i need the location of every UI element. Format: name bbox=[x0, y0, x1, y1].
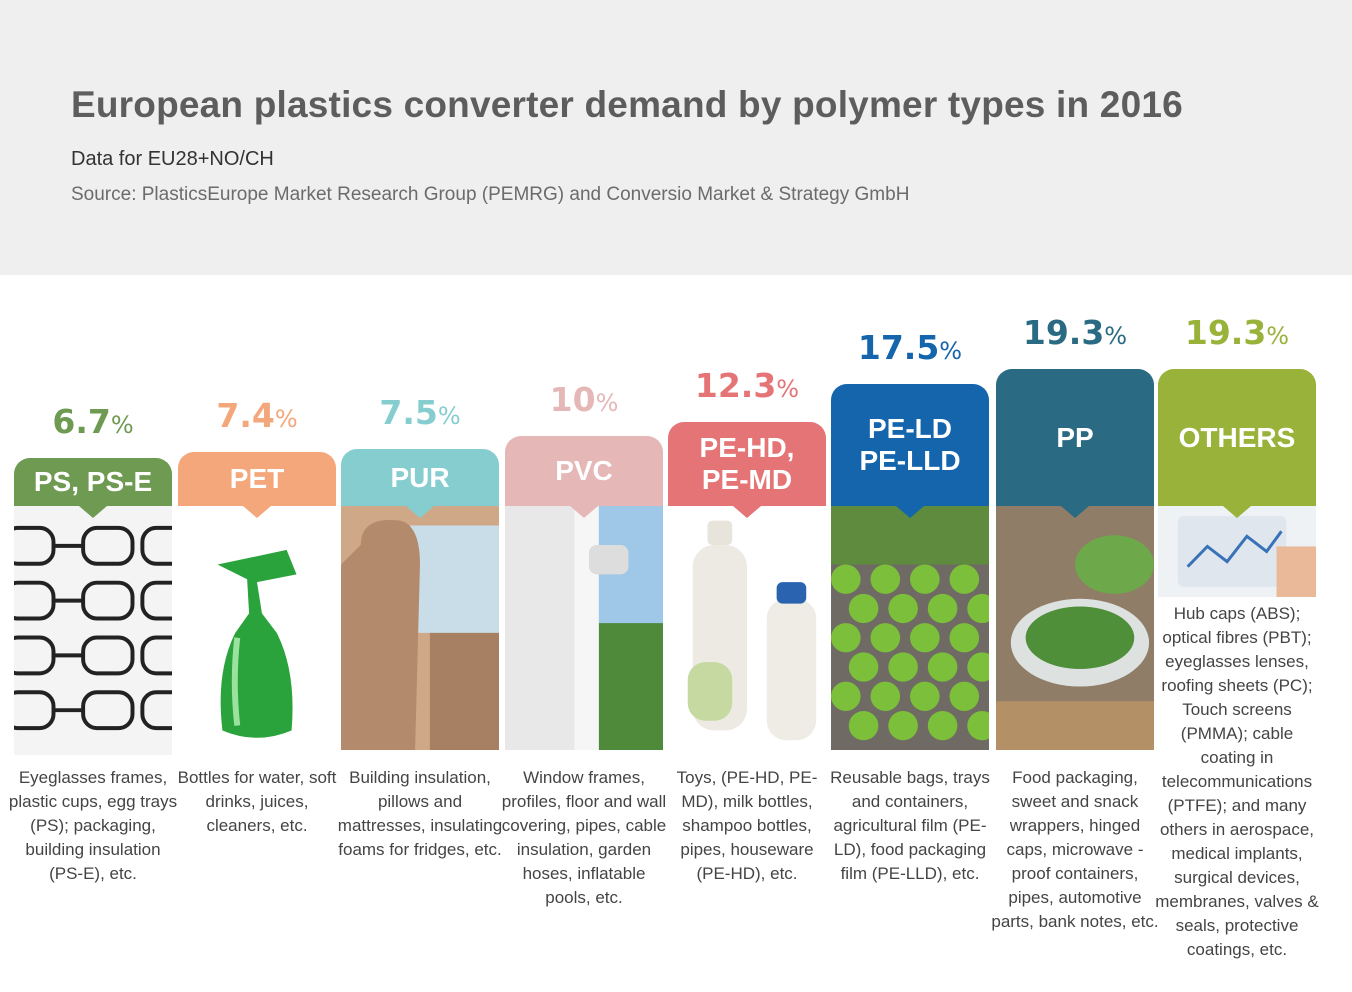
category-description: Window frames, profiles, floor and wall … bbox=[501, 768, 667, 907]
value-unit: % bbox=[437, 402, 461, 430]
header-band: European plastics converter demand by po… bbox=[0, 0, 1352, 275]
page-title: European plastics converter demand by po… bbox=[71, 84, 1183, 125]
tab-notch bbox=[243, 506, 271, 518]
car-seat-photo bbox=[341, 506, 499, 750]
value-label: 19.3% bbox=[996, 313, 1154, 352]
window-frame-photo bbox=[505, 506, 663, 750]
category-description: Reusable bags, trays and containers, agr… bbox=[830, 768, 990, 883]
milk-bottles-photo bbox=[668, 506, 826, 750]
bar-tab: OTHERS bbox=[1158, 369, 1316, 506]
value-unit: % bbox=[776, 375, 800, 403]
bar-column: 17.5% PE-LD PE-LLD Reusable bags, trays an… bbox=[830, 0, 990, 992]
bar-tab: PE-LD PE-LLD bbox=[831, 384, 989, 506]
value-number: 19.3 bbox=[1022, 313, 1105, 352]
category-description: Food packaging, sweet and snack wrappers… bbox=[991, 768, 1159, 931]
page-subtitle: Data for EU28+NO/CH bbox=[71, 148, 274, 170]
value-number: 12.3 bbox=[694, 366, 777, 405]
category-description: Toys, (PE-HD, PE-MD), milk bottles, sham… bbox=[676, 768, 818, 883]
tab-notch bbox=[1223, 506, 1251, 518]
lettuce-field-photo bbox=[831, 506, 989, 750]
value-unit: % bbox=[939, 337, 963, 365]
value-number: 10 bbox=[549, 380, 596, 419]
value-label: 6.7% bbox=[14, 402, 172, 441]
value-number: 6.7 bbox=[52, 402, 111, 441]
eyeglasses-photo bbox=[14, 506, 172, 755]
bar-column: 7.5% PUR Building insulation, pillows and … bbox=[338, 0, 502, 992]
category-description: Eyeglasses frames, plastic cups, egg tra… bbox=[8, 768, 178, 883]
value-label: 10% bbox=[505, 380, 663, 419]
bar-tab: PET bbox=[178, 452, 336, 506]
value-number: 17.5 bbox=[857, 328, 940, 367]
tab-notch bbox=[570, 506, 598, 518]
value-number: 7.4 bbox=[216, 396, 275, 435]
tablet-chart-photo bbox=[1158, 506, 1316, 597]
value-unit: % bbox=[274, 405, 298, 433]
value-unit: % bbox=[1266, 322, 1290, 350]
bar-column: 19.3% PP Food packaging, sweet and snack w… bbox=[991, 0, 1158, 992]
value-unit: % bbox=[110, 411, 134, 439]
bar-tab: PS, PS-E bbox=[14, 458, 172, 506]
value-unit: % bbox=[1104, 322, 1128, 350]
category-description: Building insulation, pillows and mattres… bbox=[337, 768, 503, 859]
value-label: 7.4% bbox=[178, 396, 336, 435]
tab-notch bbox=[1061, 506, 1089, 518]
category-description: Hub caps (ABS); optical fibres (PBT); ey… bbox=[1155, 604, 1319, 959]
tab-notch bbox=[896, 506, 924, 518]
bar-tab: PUR bbox=[341, 449, 499, 506]
bar-column: 7.4% PET Bottles for water, soft drinks, j… bbox=[178, 0, 337, 992]
bar-column: 6.7% PS, PS-E Eyeglasses frames, plastic c… bbox=[9, 0, 177, 992]
bar-column: 19.3% OTHERS Hub caps (ABS); optical fibre… bbox=[1155, 0, 1318, 992]
value-unit: % bbox=[595, 389, 619, 417]
value-label: 19.3% bbox=[1158, 313, 1316, 352]
category-description: Bottles for water, soft drinks, juices, … bbox=[177, 768, 337, 835]
salad-packaging-photo bbox=[996, 506, 1154, 750]
value-label: 7.5% bbox=[341, 393, 499, 432]
spray-bottle-photo bbox=[178, 506, 336, 750]
source-note: Source: PlasticsEurope Market Research G… bbox=[71, 184, 910, 205]
bar-tab: PP bbox=[996, 369, 1154, 506]
value-number: 7.5 bbox=[379, 393, 438, 432]
value-label: 17.5% bbox=[831, 328, 989, 367]
bar-tab: PE-HD, PE-MD bbox=[668, 422, 826, 506]
bar-tab: PVC bbox=[505, 436, 663, 506]
value-label: 12.3% bbox=[668, 366, 826, 405]
tab-notch bbox=[79, 506, 107, 518]
bar-column: 10% PVC Window frames, profiles, floor and… bbox=[502, 0, 666, 992]
tab-notch bbox=[733, 506, 761, 518]
tab-notch bbox=[406, 506, 434, 518]
bar-column: 12.3% PE-HD, PE-MD Toys, (PE-HD, PE-MD), m… bbox=[668, 0, 826, 992]
value-number: 19.3 bbox=[1184, 313, 1267, 352]
